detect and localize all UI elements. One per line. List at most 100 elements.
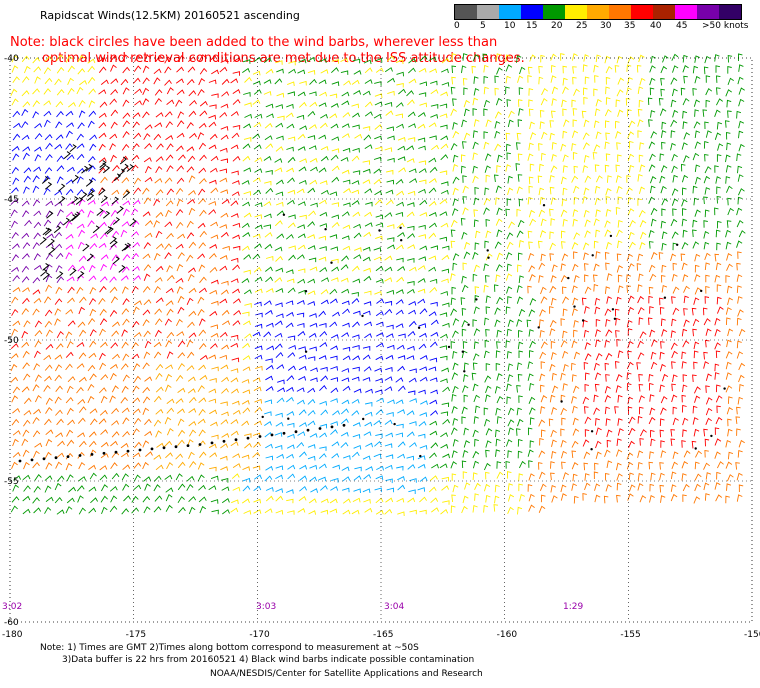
wind-barb <box>407 464 416 470</box>
wind-barb <box>737 188 745 196</box>
wind-barb <box>736 285 742 293</box>
wind-barb <box>44 133 53 141</box>
wind-barb <box>484 240 490 249</box>
wind-barb <box>705 328 712 336</box>
wind-barb <box>232 463 241 468</box>
contaminated-wind-barb <box>110 239 118 248</box>
wind-barb <box>243 92 251 97</box>
wind-barb <box>67 286 75 294</box>
wind-barb <box>595 352 603 361</box>
wind-barb <box>716 121 723 130</box>
wind-barb <box>693 496 701 504</box>
wind-barb <box>275 465 284 471</box>
wind-barb <box>98 167 107 174</box>
wind-barb <box>176 165 184 172</box>
wind-barb <box>384 443 393 448</box>
wind-barb <box>396 222 405 229</box>
wind-barb <box>354 247 362 252</box>
wind-barb <box>694 274 701 282</box>
wind-barb <box>330 334 339 339</box>
wind-barb <box>518 239 525 248</box>
wind-barb <box>122 298 130 306</box>
wind-barb <box>298 365 307 371</box>
wind-barb <box>65 233 74 240</box>
wind-barb <box>627 295 635 303</box>
wind-barb <box>265 386 274 392</box>
wind-barb <box>100 176 108 184</box>
wind-barb <box>165 300 174 306</box>
wind-barb <box>263 201 272 207</box>
wind-barb <box>307 409 316 416</box>
wind-barb <box>462 175 467 183</box>
wind-barb <box>285 300 294 306</box>
wind-barb <box>737 251 742 259</box>
wind-barb <box>648 119 653 127</box>
wind-barb <box>440 189 449 195</box>
wind-barb <box>649 185 656 194</box>
wind-barb <box>396 82 404 88</box>
wind-barb <box>462 185 469 194</box>
wind-barb <box>693 350 699 359</box>
wind-barb <box>143 157 152 163</box>
contamination-circle <box>78 454 82 457</box>
wind-barb <box>683 450 691 458</box>
wind-barb <box>462 262 467 271</box>
wind-barb <box>725 154 731 163</box>
wind-barb <box>615 462 622 471</box>
wind-barb <box>89 373 97 381</box>
wind-barb <box>122 483 130 491</box>
wind-barb <box>11 166 19 174</box>
wind-barb <box>626 383 632 391</box>
wind-barb <box>384 266 393 272</box>
wind-barb <box>100 263 107 272</box>
wind-barb <box>540 494 546 503</box>
wind-barb <box>483 407 489 416</box>
wind-barb <box>45 343 54 350</box>
wind-barb <box>78 255 87 262</box>
wind-barb <box>562 154 569 162</box>
wind-barb <box>529 417 535 425</box>
wind-barb <box>472 450 480 459</box>
wind-barb <box>441 68 449 74</box>
wind-barb <box>430 89 439 95</box>
wind-barb <box>496 471 504 479</box>
wind-barb <box>100 254 109 260</box>
wind-barb <box>199 354 208 361</box>
wind-barb <box>670 429 675 437</box>
wind-barb <box>716 87 721 95</box>
wind-barb <box>67 297 75 304</box>
wind-barb <box>738 383 744 392</box>
contamination-circle <box>475 298 478 301</box>
wind-barb <box>593 394 599 403</box>
wind-barb <box>450 461 457 469</box>
wind-barb <box>364 421 373 427</box>
wind-barb <box>76 363 85 369</box>
wind-barb <box>460 297 466 305</box>
wind-barb <box>233 309 242 316</box>
legend-label: 40 <box>650 21 662 31</box>
wind-barb <box>529 163 535 172</box>
contamination-circle <box>663 296 667 299</box>
wind-barb <box>232 409 241 415</box>
wind-barb <box>396 276 405 283</box>
wind-barb <box>583 451 591 459</box>
wind-barb <box>527 449 534 457</box>
wind-barb <box>241 498 250 504</box>
wind-barb <box>616 253 622 262</box>
wind-barb <box>176 66 184 73</box>
wind-barb <box>307 221 315 228</box>
wind-barb <box>32 111 40 119</box>
wind-barb <box>208 388 217 394</box>
wind-barb <box>252 253 261 260</box>
wind-barb <box>310 367 318 372</box>
wind-barb <box>296 254 305 260</box>
wind-barb <box>297 224 306 229</box>
wind-barb <box>32 497 40 504</box>
wind-barb <box>209 266 218 273</box>
wind-barb <box>649 394 655 402</box>
wind-barb <box>330 123 339 129</box>
wind-barb <box>572 417 579 426</box>
wind-barb <box>90 497 98 504</box>
longitude-label: -155 <box>620 630 640 640</box>
wind-barb <box>210 187 219 194</box>
